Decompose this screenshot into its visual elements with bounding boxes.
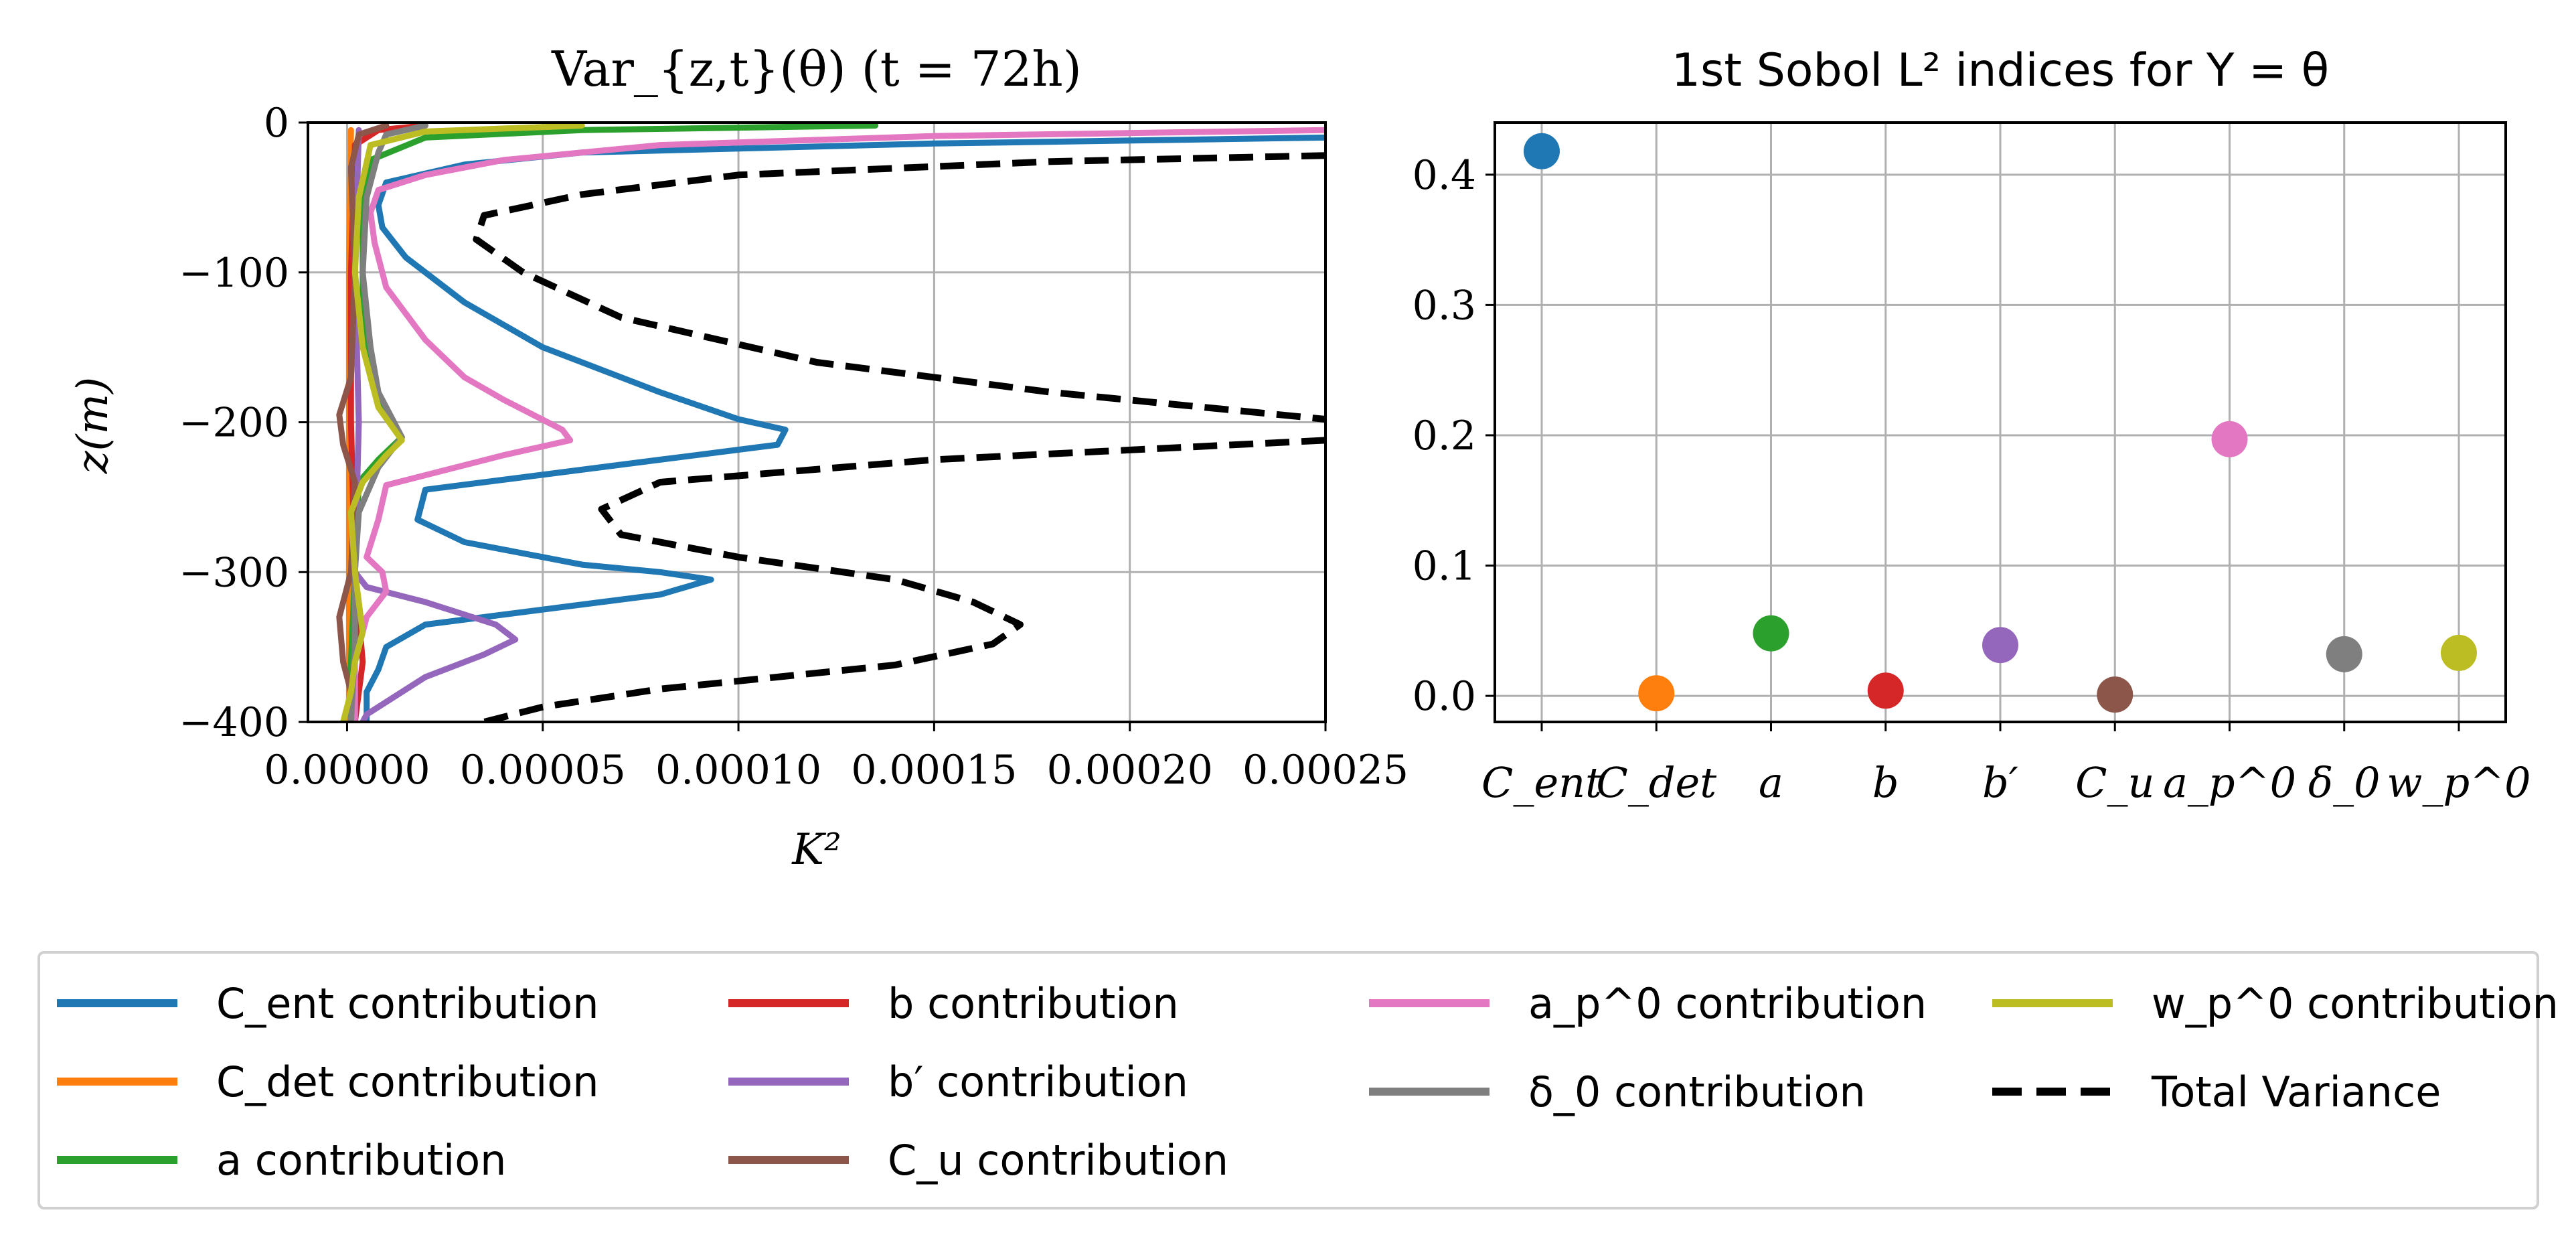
left-series-line — [364, 134, 1325, 722]
legend-entry-label: w_p^0 contribution — [2152, 979, 2559, 1028]
left-y-tick-label: 0 — [264, 100, 289, 147]
sobol-index-point — [2441, 634, 2477, 671]
left-y-tick-label: −400 — [179, 699, 289, 746]
left-series-line — [351, 127, 519, 722]
legend-entry-label: a contribution — [216, 1136, 506, 1185]
right-x-tick-label: a — [1759, 758, 1783, 807]
right-y-tick-label: 0.1 — [1413, 543, 1476, 590]
right-x-tick-label: b′ — [1982, 758, 2018, 807]
sobol-indices-chart: 1st Sobol L² indices for Y = θ C_entC_de… — [1413, 44, 2531, 807]
left-series-line — [473, 152, 1325, 423]
left-x-tick-label: 0.00010 — [655, 747, 821, 794]
left-series-line — [336, 123, 390, 722]
right-x-tick-label: b — [1872, 758, 1899, 807]
left-y-tick-label: −100 — [179, 250, 289, 297]
left-y-tick-label: −300 — [179, 549, 289, 596]
right-y-tick-label: 0.0 — [1413, 673, 1476, 720]
sobol-index-point — [1982, 627, 2018, 664]
sobol-index-point — [2211, 421, 2248, 457]
right-y-tick-label: 0.4 — [1413, 152, 1476, 199]
left-x-tick-label: 0.00000 — [264, 747, 430, 794]
left-x-tick-label: 0.00005 — [460, 747, 626, 794]
legend: C_ent contribution C_det contribution a co… — [37, 951, 2559, 1209]
legend-entry-label: C_u contribution — [888, 1136, 1228, 1185]
sobol-index-point — [1867, 672, 1904, 709]
legend-entry-label: a_p^0 contribution — [1528, 979, 1927, 1028]
right-y-tick-label: 0.3 — [1413, 282, 1476, 329]
legend-frame — [37, 951, 2539, 1209]
left-x-axis-label: K² — [791, 825, 841, 875]
legend-entry-label: b contribution — [888, 979, 1179, 1028]
legend-entry-label: C_det contribution — [216, 1057, 599, 1106]
left-x-tick-label: 0.00015 — [851, 747, 1017, 794]
sobol-index-point — [1524, 133, 1560, 169]
right-x-tick-label: δ_0 — [2308, 758, 2381, 807]
right-x-tick-label: a_p^0 — [2163, 758, 2296, 807]
left-x-tick-label: 0.00020 — [1047, 747, 1213, 794]
legend-entry-label: C_ent contribution — [216, 979, 599, 1028]
left-series-line — [483, 437, 1325, 722]
sobol-index-point — [1638, 675, 1675, 712]
right-x-tick-label: C_det — [1596, 758, 1716, 807]
sobol-index-point — [1753, 615, 1789, 652]
legend-entry-label: Total Variance — [2151, 1068, 2441, 1116]
variance-profile-chart: Var_{z,t}(θ) (t = 72h) 0.00000 0.00005 0.0… — [68, 41, 1408, 875]
right-x-tick-label: C_u — [2075, 758, 2154, 807]
right-y-tick-label: 0.2 — [1413, 413, 1476, 459]
left-y-axis-label: z(m) — [68, 377, 118, 474]
left-x-tick-label: 0.00025 — [1242, 747, 1408, 794]
left-series-line — [351, 127, 1325, 722]
sobol-index-point — [2097, 676, 2134, 713]
right-x-tick-label: w_p^0 — [2387, 758, 2530, 807]
sobol-index-point — [2326, 636, 2362, 672]
right-x-tick-label: C_ent — [1481, 758, 1602, 807]
left-series-line — [340, 123, 585, 722]
left-y-tick-label: −200 — [179, 400, 289, 447]
left-chart-title: Var_{z,t}(θ) (t = 72h) — [551, 41, 1082, 97]
right-chart-title: 1st Sobol L² indices for Y = θ — [1672, 44, 2330, 97]
legend-entry-label: δ_0 contribution — [1528, 1068, 1866, 1116]
legend-entry-label: b′ contribution — [888, 1057, 1188, 1106]
